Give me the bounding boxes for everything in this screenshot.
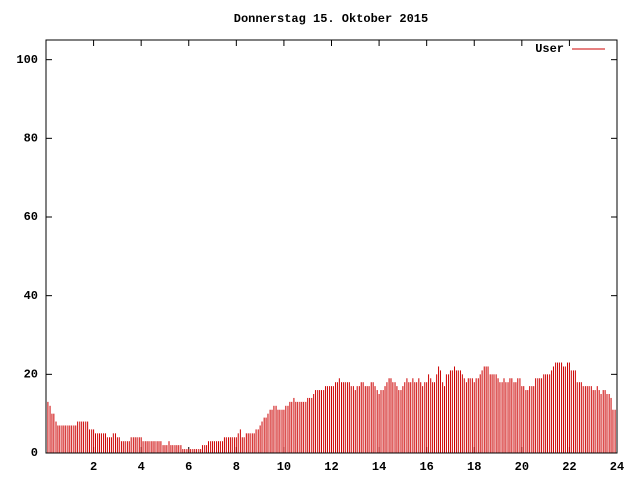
y-tick-label: 40	[24, 289, 38, 303]
x-tick-label: 18	[467, 460, 481, 474]
x-tick-label: 10	[277, 460, 291, 474]
y-tick-label: 80	[24, 132, 38, 146]
x-tick-label: 16	[419, 460, 433, 474]
x-tick-label: 24	[610, 460, 624, 474]
x-tick-label: 4	[138, 460, 145, 474]
y-tick-label: 0	[31, 446, 38, 460]
plot-frame	[45, 39, 618, 454]
x-tick-label: 8	[233, 460, 240, 474]
x-tick-label: 2	[90, 460, 97, 474]
x-tick-label: 14	[372, 460, 386, 474]
chart-title: Donnerstag 15. Oktober 2015	[234, 12, 428, 26]
x-tick-label: 20	[515, 460, 529, 474]
x-tick-label: 6	[185, 460, 192, 474]
x-tick-label: 12	[324, 460, 338, 474]
y-tick-label: 100	[16, 53, 38, 67]
y-tick-label: 20	[24, 368, 38, 382]
x-tick-label: 22	[562, 460, 576, 474]
y-tick-label: 60	[24, 210, 38, 224]
legend-label: User	[535, 42, 564, 56]
